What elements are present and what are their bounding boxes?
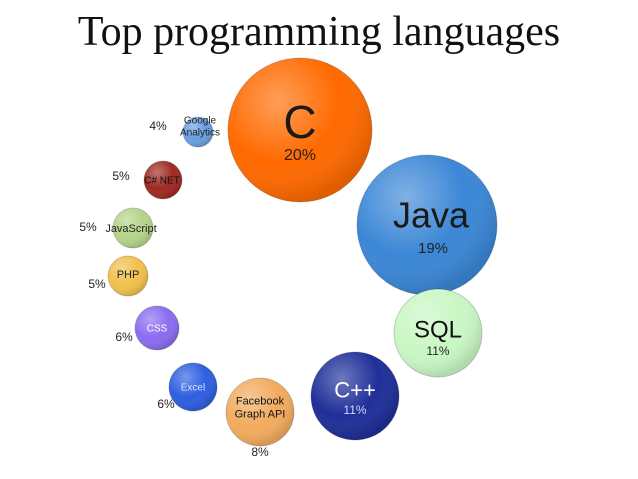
bubble-shading	[226, 378, 294, 446]
bubble-shading	[357, 155, 497, 295]
bubble-value-sql: 11%	[426, 344, 449, 358]
bubble-c: C20%	[227, 57, 373, 203]
bubble-excel: Excel 6%	[157, 362, 218, 412]
bubble-value-javascript: 5%	[79, 220, 97, 234]
bubble-label-c: C++	[334, 378, 376, 403]
bubble-shading	[311, 352, 399, 440]
bubble-value-php: 5%	[88, 277, 106, 291]
chart-title: Top programming languages	[77, 9, 561, 55]
bubble-value-css: 6%	[115, 330, 133, 344]
bubble-css: CSS 6%	[115, 305, 180, 351]
bubble-facebook-graph-api: Facebook Graph API 8%	[225, 377, 295, 459]
bubble-shading	[228, 58, 372, 202]
bubble-label-css: CSS	[147, 324, 168, 335]
bubble-shading	[394, 289, 482, 377]
bubble-php: PHP 5%	[88, 255, 149, 297]
bubble-label-facebook-graph-api: Facebook Graph API	[235, 395, 286, 420]
bubble-label-c-net: C# NET	[144, 176, 180, 187]
bubble-shading	[113, 208, 153, 248]
bubble-label-c: C	[283, 96, 316, 148]
bubble-label-php: PHP	[117, 269, 140, 281]
bubble-value-google-analytics: 4%	[149, 119, 167, 133]
bubble-value-facebook-graph-api: 8%	[251, 445, 269, 459]
bubble-label-google-analytics: Google Analytics	[180, 116, 220, 139]
bubble-value-c: 20%	[284, 147, 316, 164]
bubble-label-java: Java	[393, 195, 470, 236]
bubble-shading	[183, 117, 213, 147]
bubble-c: C++11%	[310, 351, 400, 441]
bubble-google-analytics: Google Analytics 4%	[149, 116, 220, 148]
bubble-value-java: 19%	[418, 240, 448, 257]
bubble-value-excel: 6%	[157, 397, 175, 411]
bubble-shading	[135, 306, 179, 350]
bubble-label-javascript: JavaScript	[105, 223, 156, 235]
bubble-value-c: 11%	[343, 403, 366, 417]
bubble-label-sql: SQL	[414, 316, 462, 343]
bubble-label-excel: Excel	[181, 383, 205, 394]
bubble-shading	[144, 161, 182, 199]
bubble-value-c-net: 5%	[112, 169, 130, 183]
bubble-java: Java 19%	[356, 154, 498, 296]
bubble-c-net: C# NET 5%	[112, 160, 183, 200]
bubble-shading	[108, 256, 148, 296]
bubble-shading	[169, 363, 217, 411]
bubble-javascript: JavaScript 5%	[79, 207, 157, 249]
